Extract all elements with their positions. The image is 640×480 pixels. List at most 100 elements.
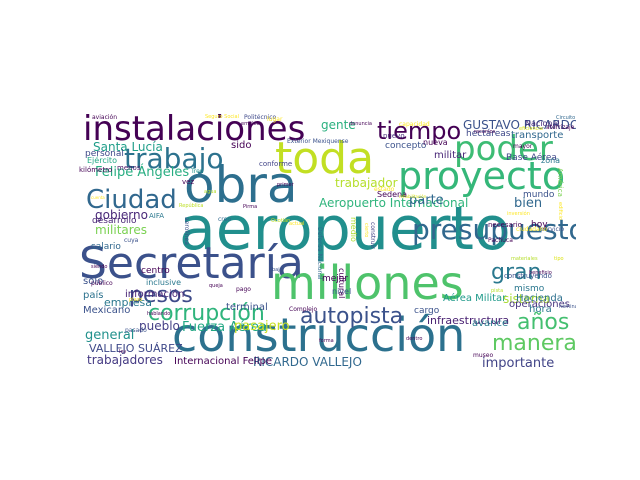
cloud-word: Aeropuerto Internacional xyxy=(319,196,469,210)
cloud-word: millones xyxy=(271,256,464,310)
cloud-word: autopista xyxy=(300,304,404,329)
cloud-word: actual xyxy=(289,221,305,227)
cloud-word: eficiencia xyxy=(519,126,543,132)
cloud-word: construir xyxy=(369,222,376,249)
cloud-word: dentro xyxy=(406,336,423,342)
cloud-word: sólo xyxy=(83,276,104,287)
cloud-word: Ciudad xyxy=(86,185,177,215)
cloud-word: recursos xyxy=(474,129,496,135)
cloud-word: Fuerza Aérea xyxy=(182,320,267,335)
cloud-word: corrupción xyxy=(148,301,265,326)
cloud-word: operaciones xyxy=(509,299,570,310)
cloud-word: edificio xyxy=(557,202,563,220)
cloud-word: militares xyxy=(95,223,148,237)
cloud-word: años xyxy=(517,310,570,335)
cloud-word: Defensa Nacional xyxy=(316,227,323,280)
cloud-word: queja xyxy=(209,283,223,289)
cloud-word: bajo xyxy=(272,267,283,273)
cloud-word: Internacional Felipe xyxy=(174,356,272,367)
cloud-word: América xyxy=(556,168,564,197)
cloud-word: Exterior Mexiquense xyxy=(287,138,349,145)
cloud-word: cuya xyxy=(124,237,139,244)
cloud-word: infraestructura xyxy=(427,314,510,327)
cloud-word: público xyxy=(91,280,113,287)
cloud-word: toda xyxy=(275,133,375,184)
cloud-word: presupuesto xyxy=(412,213,576,246)
cloud-word: Mexicano xyxy=(83,305,131,316)
cloud-word: aviación xyxy=(92,114,118,121)
cloud-word: importante xyxy=(482,356,555,370)
cloud-word: información xyxy=(125,289,185,300)
cloud-word: hoy xyxy=(531,220,548,230)
cloud-word: pueblo xyxy=(139,319,180,333)
cloud-word: Ejército xyxy=(87,156,117,165)
cloud-word: parte xyxy=(409,193,444,208)
cloud-word: materiales xyxy=(511,256,538,262)
cloud-word: Felipe Ángeles xyxy=(95,165,190,180)
cloud-word: poder xyxy=(454,129,553,169)
cloud-word: Aérea Militar xyxy=(443,293,507,304)
cloud-word: proyecto xyxy=(398,154,566,198)
cloud-word: tiempo xyxy=(377,117,462,145)
cloud-word: inversión xyxy=(507,211,530,217)
cloud-word: gobierno xyxy=(95,208,148,222)
cloud-word: museo xyxy=(473,352,494,359)
cloud-word: mismo xyxy=(514,284,545,294)
cloud-word: gran xyxy=(491,260,542,285)
cloud-word: sistema xyxy=(503,292,550,306)
cloud-word: empleo xyxy=(241,121,260,127)
cloud-word: menos xyxy=(117,164,141,172)
word-cloud: aeropuerto obra toda construcción Secretaría… xyxy=(79,107,576,370)
cloud-word: instalaciones xyxy=(83,109,306,149)
cloud-word: plazo xyxy=(129,297,143,303)
cloud-word: Ocotlán xyxy=(271,218,291,224)
cloud-word: nivel xyxy=(332,287,352,296)
cloud-word: trabajador xyxy=(335,176,398,190)
cloud-word: mayor xyxy=(513,143,533,150)
cloud-word: servicio xyxy=(541,226,565,233)
cloud-word: Hacienda xyxy=(516,293,563,304)
cloud-word: trabajo xyxy=(124,142,224,175)
cloud-word: creo xyxy=(218,216,231,223)
cloud-word: Secretaría xyxy=(79,238,304,289)
cloud-word: zona xyxy=(541,156,561,165)
cloud-word: desarrollo xyxy=(92,216,137,226)
cloud-word: Santa Lucía xyxy=(93,140,163,154)
cloud-word: medio xyxy=(349,217,358,242)
cloud-word: forma xyxy=(319,338,334,344)
cloud-word: República xyxy=(179,203,204,209)
cloud-word: Sedena xyxy=(377,190,407,199)
cloud-word: siendo xyxy=(91,264,108,270)
cloud-word: construcción xyxy=(172,308,466,362)
cloud-word: obra xyxy=(184,156,298,214)
cloud-word: estado xyxy=(374,186,395,193)
cloud-word: VALLEJO SUÁREZ xyxy=(89,342,183,355)
cloud-word: aterrizaje xyxy=(546,124,575,131)
cloud-word: Politécnico xyxy=(244,114,277,121)
cloud-word: RICARDO VALLEJO xyxy=(253,355,362,369)
cloud-word: conforme xyxy=(259,160,293,168)
cloud-word: lugar xyxy=(267,116,283,123)
cloud-word: manera xyxy=(492,331,576,356)
cloud-word: ciudadano xyxy=(516,226,548,233)
cloud-word: centro xyxy=(141,266,170,276)
cloud-word: Seguro Social xyxy=(205,114,240,120)
cloud-word: Circuito Exterior xyxy=(556,115,576,121)
cloud-word: gente xyxy=(321,118,356,132)
cloud-word: AIFA xyxy=(149,212,165,220)
cloud-word: Base Aérea xyxy=(506,153,557,163)
cloud-word: bien xyxy=(514,196,543,211)
cloud-word: GUSTAVO RICARDO xyxy=(463,118,576,132)
cloud-word: nueva xyxy=(423,138,448,147)
cloud-word: ley xyxy=(119,349,127,355)
cloud-word: mundo xyxy=(523,190,555,200)
cloud-word: pista xyxy=(491,288,504,294)
cloud-word: nómina xyxy=(559,304,576,310)
cloud-word: pago xyxy=(236,286,251,293)
cloud-word: nuevo xyxy=(383,132,405,140)
cloud-word: kilómetro xyxy=(79,166,113,174)
cloud-word: concepto xyxy=(385,141,427,151)
cloud-word: hablando xyxy=(147,311,171,317)
cloud-word: cargo xyxy=(414,306,440,316)
cloud-word: trabajadores xyxy=(87,353,163,367)
